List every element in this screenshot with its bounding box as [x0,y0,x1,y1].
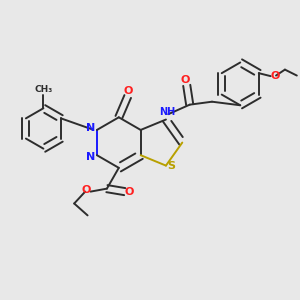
Text: O: O [181,75,190,85]
Text: O: O [81,185,91,195]
Text: O: O [271,70,280,80]
Text: O: O [124,187,134,197]
Text: S: S [167,160,175,171]
Text: N: N [86,152,95,162]
Text: O: O [124,86,133,96]
Text: NH: NH [159,107,176,117]
Text: CH₃: CH₃ [34,85,52,94]
Text: N: N [86,124,95,134]
